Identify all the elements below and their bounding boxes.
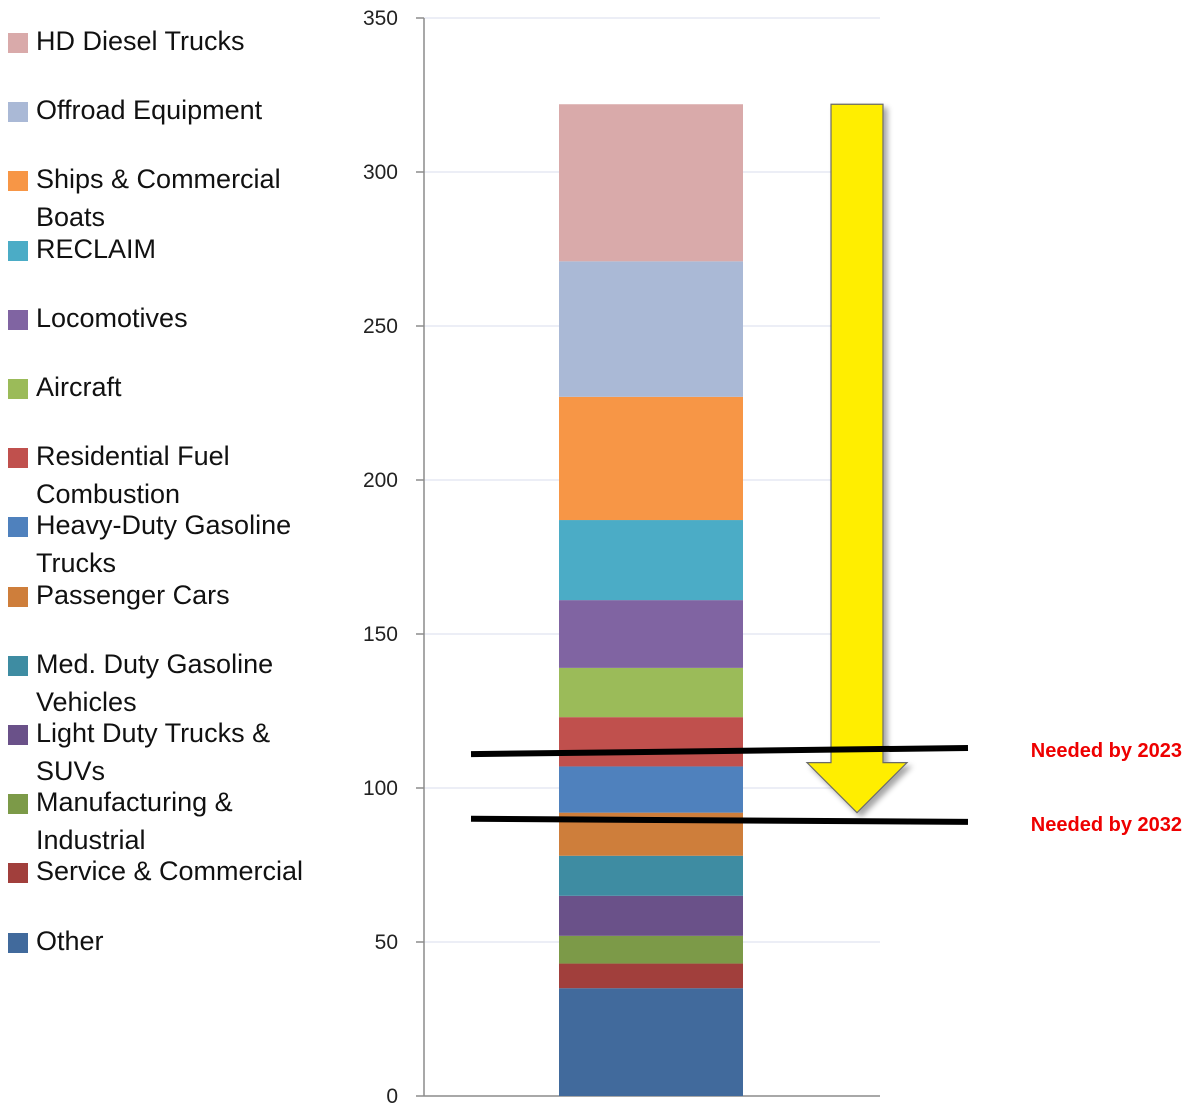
bar-segment-heavy-duty-gasoline-trucks [559, 766, 743, 813]
legend-swatch [8, 102, 28, 123]
legend-label: Aircraft [36, 372, 122, 402]
legend-item: RECLAIM [8, 230, 338, 268]
legend-label: Light Duty Trucks & SUVs [36, 718, 271, 786]
legend-label: Residential Fuel Combustion [36, 441, 230, 510]
legend-item: Residential Fuel Combustion [8, 437, 338, 513]
bar-segment-residential-fuel-combustion [559, 717, 743, 767]
legend-label: Heavy-Duty Gasoline Trucks [36, 510, 292, 579]
bar-segment-manufacturing-industrial [559, 935, 743, 964]
legend-swatch [8, 863, 28, 884]
bar-segment-offroad-equipment [559, 261, 743, 397]
legend-item: Ships & Commercial Boats [8, 160, 338, 236]
legend-label: Locomotives [36, 302, 188, 333]
target-label-1: Needed by 2023 [1031, 740, 1182, 762]
bar-segment-med-duty-gasoline-vehicles [559, 855, 743, 896]
legend-item: Light Duty Trucks & SUVs [8, 714, 338, 790]
y-tick-label: 0 [386, 1085, 398, 1107]
legend-label: RECLAIM [36, 233, 157, 264]
bar-segment-service-commercial [559, 963, 743, 989]
legend-label: Service & Commercial [36, 856, 304, 887]
legend-item: Aircraft [8, 368, 338, 406]
target-line-2 [470, 815, 969, 825]
target-line-1 [470, 744, 969, 758]
legend-swatch [8, 586, 28, 607]
legend-swatch [8, 240, 28, 261]
legend-item: Service & Commercial [8, 852, 338, 890]
legend-item: HD Diesel Trucks [8, 22, 338, 60]
bar-segment-aircraft [559, 667, 743, 718]
legend-swatch [8, 655, 28, 676]
legend-label: Offroad Equipment [36, 95, 263, 126]
reduction-arrow [805, 103, 909, 814]
legend-swatch [8, 379, 28, 399]
legend-item: Manufacturing & Industrial [8, 783, 338, 859]
y-tick-label: 250 [363, 315, 398, 338]
legend-swatch [8, 448, 28, 469]
legend-swatch [8, 794, 28, 815]
legend-item: Med. Duty Gasoline Vehicles [8, 645, 338, 721]
legend-label: Manufacturing & Industrial [36, 787, 233, 856]
legend-label: Ships & Commercial Boats [36, 164, 281, 233]
y-tick-label: 150 [363, 623, 398, 646]
bar-segment-reclaim [559, 520, 743, 601]
legend-item: Heavy-Duty Gasoline Trucks [8, 506, 338, 582]
bar-segment-light-duty-trucks-suvs [559, 895, 743, 936]
legend-swatch [8, 309, 28, 330]
legend-swatch [8, 932, 28, 953]
bar-segment-ships-commercial-boats [559, 396, 743, 521]
y-tick-label: 350 [363, 7, 398, 30]
legend-item: Passenger Cars [8, 576, 338, 614]
legend-swatch [8, 171, 28, 192]
legend-swatch [8, 517, 28, 538]
legend-swatch [8, 33, 28, 53]
legend-item: Locomotives [8, 299, 338, 337]
y-tick-label: 50 [375, 931, 398, 954]
legend-label: HD Diesel Trucks [36, 26, 245, 56]
y-tick-label: 100 [363, 777, 398, 800]
legend-label: Passenger Cars [36, 579, 230, 610]
target-label-2: Needed by 2032 [1031, 814, 1182, 836]
y-tick-label: 300 [363, 161, 398, 184]
legend-label: Other [36, 925, 104, 956]
y-tick-label: 200 [363, 469, 398, 492]
legend-label: Med. Duty Gasoline Vehicles [36, 648, 274, 717]
bar-segment-other [559, 988, 743, 1096]
bar-segment-hd-diesel-trucks [559, 104, 743, 262]
legend-item: Offroad Equipment [8, 91, 338, 129]
legend-item: Other [8, 922, 338, 960]
legend-swatch [8, 725, 28, 745]
bar-segment-locomotives [559, 600, 743, 668]
